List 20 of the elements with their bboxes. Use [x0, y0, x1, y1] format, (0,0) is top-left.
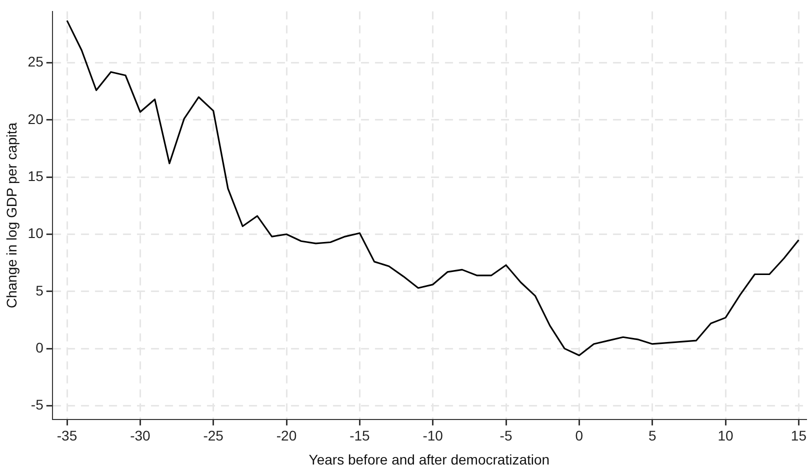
- y-tick-label: -5: [30, 396, 44, 413]
- x-tick-label: -35: [56, 428, 78, 444]
- x-tick-label: 5: [648, 428, 656, 444]
- y-tick-label: 5: [36, 282, 44, 298]
- y-tick-label: 25: [28, 54, 44, 70]
- y-tick-label: 0: [36, 339, 44, 356]
- x-tick-label: -10: [422, 428, 444, 444]
- x-tick-label: -5: [500, 428, 512, 444]
- y-tick-label: 20: [28, 110, 44, 127]
- x-tick-label: -15: [350, 428, 370, 444]
- y-tick-label: 15: [28, 168, 44, 184]
- x-tick-label: -20: [276, 428, 297, 444]
- x-tick-label: 15: [790, 428, 807, 444]
- x-tick-label: -30: [130, 428, 151, 444]
- x-tick-label: 0: [575, 428, 584, 444]
- y-tick-label: 10: [28, 225, 44, 242]
- y-axis-title: Change in log GDP per capita: [3, 122, 20, 308]
- x-tick-label: -25: [203, 428, 224, 444]
- x-axis-title: Years before and after democratization: [308, 451, 550, 468]
- x-tick-label: 10: [718, 428, 734, 444]
